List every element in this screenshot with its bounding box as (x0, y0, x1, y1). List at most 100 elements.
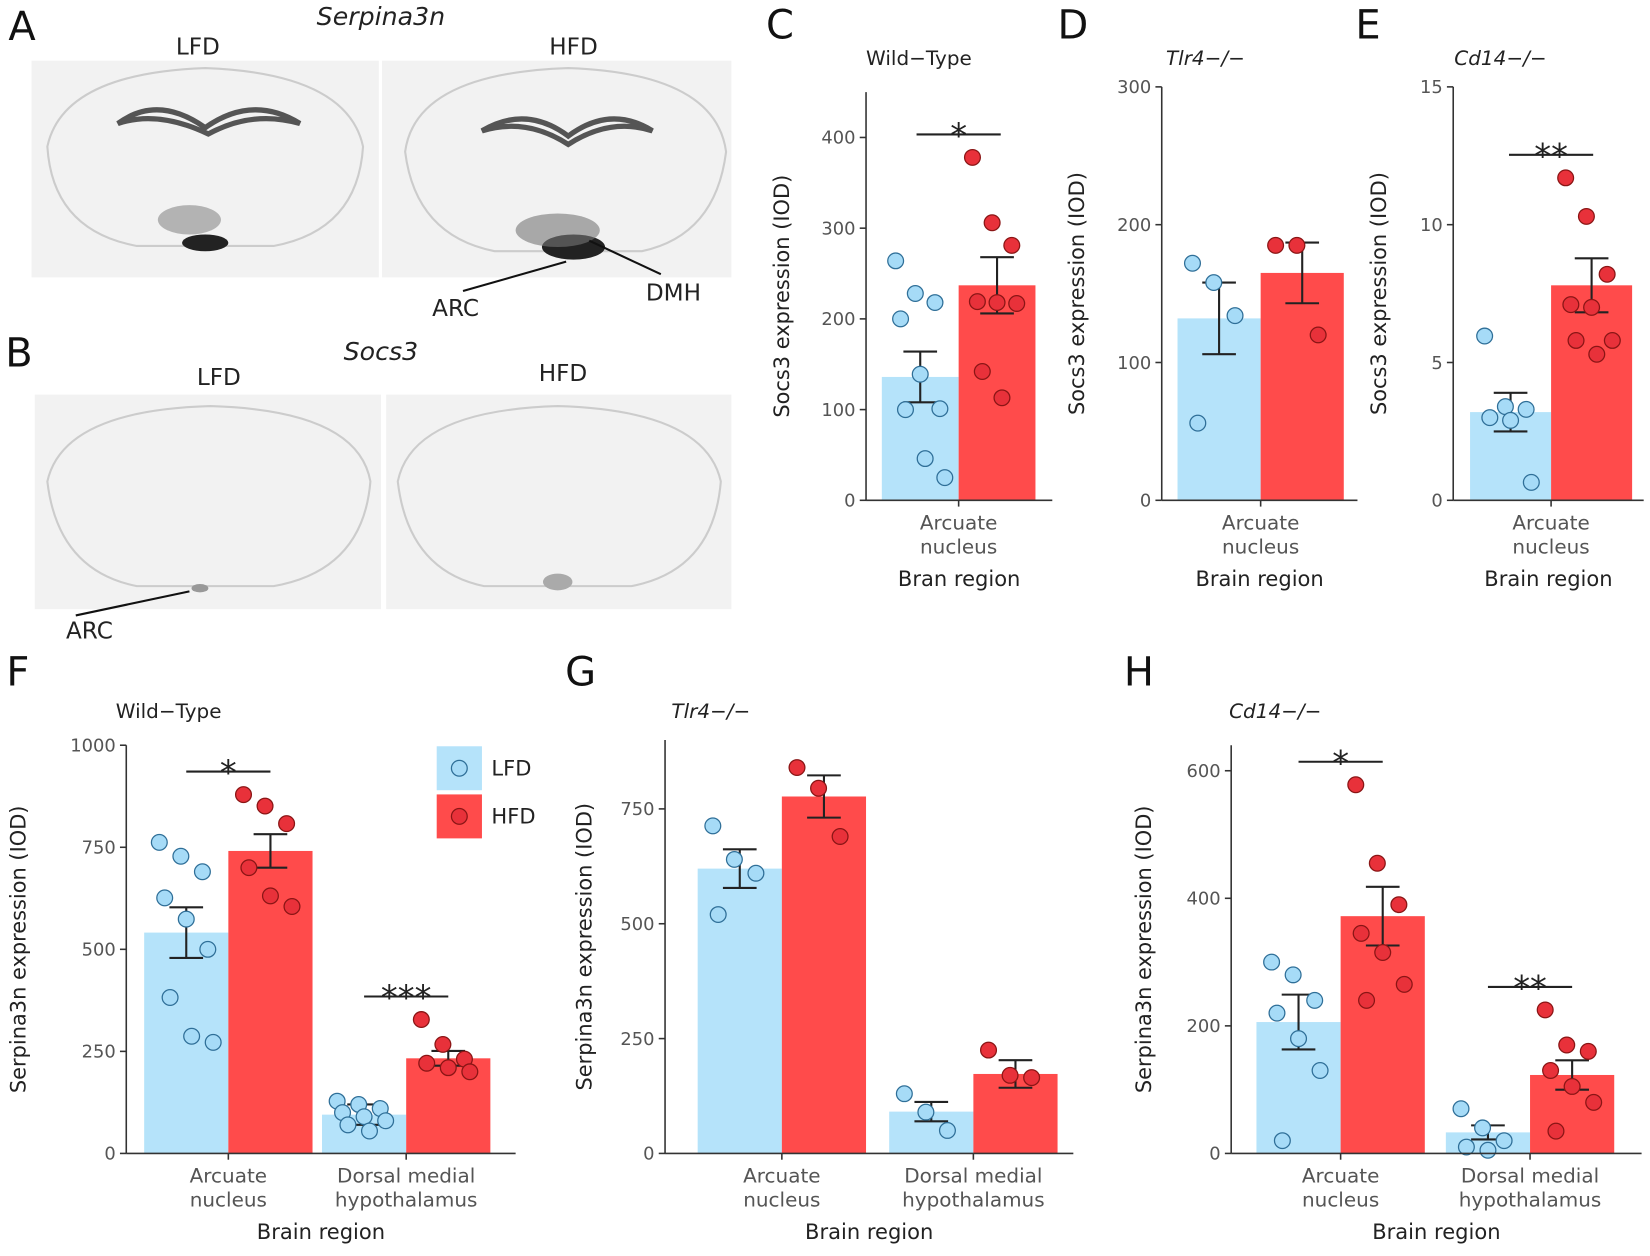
data-point (439, 1059, 457, 1077)
data-point (1008, 294, 1026, 312)
data-point (917, 1103, 935, 1121)
data-point (412, 1011, 430, 1029)
data-point (183, 1027, 201, 1045)
data-point (831, 827, 849, 845)
panel-title: Socs3 (344, 337, 419, 366)
data-point (261, 887, 279, 905)
data-point (1205, 274, 1223, 292)
panel-letter: E (1355, 3, 1380, 49)
data-point (1358, 991, 1376, 1009)
significance-label: ** (1534, 136, 1568, 175)
panel-letter: F (6, 650, 29, 696)
legend-label: HFD (491, 805, 535, 829)
signal (157, 205, 221, 235)
signal (515, 213, 600, 248)
panel-letter: D (1058, 3, 1089, 49)
data-point (1288, 236, 1306, 254)
panel-a: A Serpina3n LFD HFD ARC DMH (8, 2, 732, 322)
y-tick-label: 1000 (70, 736, 115, 757)
data-point (747, 864, 765, 882)
significance-label: *** (381, 978, 432, 1017)
error-bar (253, 833, 288, 869)
x-tick-label: Dorsal medial hypothalamus (1459, 1164, 1602, 1212)
data-point (1284, 966, 1302, 984)
x-tick-label: Arcuate nucleus (190, 1164, 268, 1212)
data-point (887, 252, 905, 270)
data-point (1001, 1066, 1019, 1084)
chart: E Cd14−/− Socs3 expression (IOD) Brain regi… (1355, 3, 1644, 591)
data-point (1023, 1069, 1041, 1087)
y-tick-label: 750 (82, 838, 116, 859)
data-point (1311, 1062, 1329, 1079)
x-axis-label: Bran region (898, 567, 1020, 591)
data-point (360, 1122, 379, 1140)
chart-title: Wild−Type (866, 46, 972, 70)
x-axis-label: Brain region (1195, 567, 1323, 591)
data-point (377, 1112, 395, 1130)
data-point (936, 469, 954, 487)
x-axis-label: Brain region (1372, 1220, 1500, 1244)
data-point (704, 817, 722, 835)
x-axis-label: Brain region (1484, 567, 1612, 591)
pointer (462, 260, 567, 292)
y-tick-label: 10 (1420, 215, 1443, 236)
y-tick-label: 15 (1420, 77, 1443, 98)
chart-title: Cd14−/− (1454, 46, 1546, 70)
group-label: LFD (176, 34, 220, 60)
data-point (283, 897, 301, 915)
data-point (1557, 169, 1575, 187)
data-point (156, 889, 174, 907)
data-point (983, 214, 1001, 232)
x-tick-label: Dorsal medial hypothalamus (902, 1164, 1045, 1212)
brain-image (34, 394, 381, 610)
y-tick-label: 0 (104, 1144, 115, 1165)
y-tick-label: 750 (620, 799, 654, 820)
y-axis-label: Serpina3n expression (IOD) (572, 803, 596, 1091)
chart: H Cd14−/− Serpina3n expression (IOD) Brain … (1124, 650, 1642, 1244)
x-axis-label: Brain region (257, 1220, 385, 1244)
brain-outline (396, 405, 722, 588)
chart-title: Tlr4−/− (1166, 46, 1245, 70)
y-axis-label: Serpina3n expression (IOD) (1132, 806, 1156, 1094)
data-point (1474, 1119, 1492, 1137)
data-point (980, 1041, 998, 1059)
data-point (1585, 1093, 1603, 1111)
y-tick-label: 300 (821, 218, 855, 239)
chart-title: Tlr4−/− (671, 699, 750, 723)
bar (1551, 285, 1633, 501)
region-label: DMH (646, 280, 701, 306)
region-label: ARC (432, 296, 479, 322)
data-point (418, 1054, 436, 1072)
y-tick-label: 200 (1117, 215, 1151, 236)
data-point (1267, 236, 1285, 254)
data-point (1536, 1001, 1554, 1019)
data-point (150, 833, 168, 851)
legend-label: LFD (491, 757, 531, 781)
data-point (896, 401, 915, 419)
data-point (1189, 414, 1207, 432)
data-point (161, 989, 179, 1006)
y-tick-label: 250 (620, 1029, 654, 1050)
panel-letter: G (565, 650, 596, 696)
data-point (177, 910, 195, 928)
data-point (1603, 331, 1621, 349)
legend-symbol (450, 759, 468, 777)
data-point (1567, 331, 1585, 349)
significance-label: ** (1513, 969, 1547, 1008)
y-tick-label: 200 (1187, 1016, 1221, 1037)
data-point (1598, 265, 1616, 283)
data-point (1542, 1062, 1560, 1079)
data-point (973, 363, 991, 380)
data-point (993, 389, 1011, 407)
data-point (204, 1033, 222, 1051)
brain-image (386, 394, 732, 610)
bar (781, 796, 867, 1154)
panel-letter: H (1124, 650, 1154, 696)
data-point (1495, 1132, 1513, 1150)
y-tick-label: 400 (821, 128, 855, 149)
signal (182, 234, 229, 252)
data-point (892, 310, 910, 328)
brain-outline (46, 405, 372, 588)
y-tick-label: 0 (1209, 1144, 1220, 1165)
